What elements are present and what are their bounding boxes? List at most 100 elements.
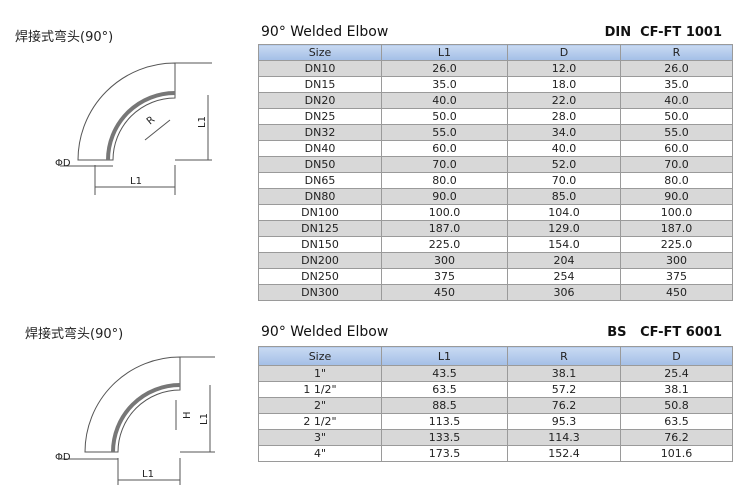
table-cell: 43.5	[381, 365, 508, 382]
table-cell: 70.0	[620, 156, 733, 173]
table-cell: 204	[507, 252, 621, 269]
table-cell: DN15	[258, 76, 382, 93]
table-cell: 22.0	[507, 92, 621, 109]
table-cell: 1 1/2"	[258, 381, 382, 398]
table-cell: 88.5	[381, 397, 508, 414]
table-row: DN15 35.0 18.0 35.0	[258, 76, 733, 93]
table-cell: 80.0	[381, 172, 508, 189]
table-cell: 90.0	[620, 188, 733, 205]
radius-label: R	[145, 114, 157, 127]
table-cell: 57.2	[507, 381, 621, 398]
table-cell: L1	[381, 346, 508, 366]
standard: BS CF-FT 6001	[607, 325, 722, 340]
table-cell: 100.0	[620, 204, 733, 221]
height-label: H	[182, 411, 193, 419]
table-row: DN80 90.0 85.0 90.0	[258, 188, 733, 205]
table-cell: DN32	[258, 124, 382, 141]
table-cell: DN50	[258, 156, 382, 173]
table-cell: 101.6	[620, 445, 733, 462]
table-cell: 50.8	[620, 397, 733, 414]
table-cell: R	[507, 346, 621, 366]
table-cell: 1"	[258, 365, 382, 382]
table-row: 4" 173.5 152.4 101.6	[258, 445, 733, 462]
table-cell: 18.0	[507, 76, 621, 93]
table-cell: 55.0	[381, 124, 508, 141]
elbow-bottom	[60, 356, 215, 485]
table-row: DN150 225.0 154.0 225.0	[258, 236, 733, 253]
table-row: DN300 450 306 450	[258, 284, 733, 301]
table-cell: 375	[620, 268, 733, 285]
table-cell: DN65	[258, 172, 382, 189]
table-row: DN40 60.0 40.0 60.0	[258, 140, 733, 157]
table-cell: DN200	[258, 252, 382, 269]
table-cell: 60.0	[381, 140, 508, 157]
table-cell: 300	[381, 252, 508, 269]
table-cell: 63.5	[381, 381, 508, 398]
heading: 焊接式弯头(90°)	[15, 30, 114, 45]
table-cell: D	[620, 346, 733, 366]
table-cell: DN100	[258, 204, 382, 221]
table-cell: 40.0	[381, 92, 508, 109]
table-cell: 38.1	[620, 381, 733, 398]
table-cell: 187.0	[381, 220, 508, 237]
table-row: DN125 187.0 129.0 187.0	[258, 220, 733, 237]
table-cell: 90.0	[381, 188, 508, 205]
table-row: DN20 40.0 22.0 40.0	[258, 92, 733, 109]
table-row: DN65 80.0 70.0 80.0	[258, 172, 733, 189]
heading: 焊接式弯头(90°)	[25, 327, 124, 342]
table-cell: 50.0	[620, 108, 733, 125]
table-row: DN100 100.0 104.0 100.0	[258, 204, 733, 221]
table-cell: 95.3	[507, 413, 621, 430]
table-cell: 34.0	[507, 124, 621, 141]
table-cell: 133.5	[381, 429, 508, 446]
table-cell: 254	[507, 268, 621, 285]
table-cell: 187.0	[620, 220, 733, 237]
table-row: 2" 88.5 76.2 50.8	[258, 397, 733, 414]
table-row: Size L1 R D	[258, 346, 733, 366]
table-row: DN25 50.0 28.0 50.0	[258, 108, 733, 125]
table-row: DN50 70.0 52.0 70.0	[258, 156, 733, 173]
table-cell: DN80	[258, 188, 382, 205]
table-cell: 450	[620, 284, 733, 301]
table-cell: 154.0	[507, 236, 621, 253]
length-label: L1	[130, 176, 142, 187]
table-row: 3" 133.5 114.3 76.2	[258, 429, 733, 446]
diameter-label: ΦD	[55, 452, 71, 463]
table-cell: 104.0	[507, 204, 621, 221]
table-row: 2 1/2" 113.5 95.3 63.5	[258, 413, 733, 430]
table-cell: 50.0	[381, 108, 508, 125]
table-cell: 63.5	[620, 413, 733, 430]
table-cell: 25.4	[620, 365, 733, 382]
length-label: L1	[199, 413, 210, 425]
table-cell: DN40	[258, 140, 382, 157]
table-cell: 35.0	[381, 76, 508, 93]
table-cell: 129.0	[507, 220, 621, 237]
table-row: DN250 375 254 375	[258, 268, 733, 285]
table-row: DN10 26.0 12.0 26.0	[258, 60, 733, 77]
table-cell: DN125	[258, 220, 382, 237]
table-cell: 2 1/2"	[258, 413, 382, 430]
table-cell: 70.0	[507, 172, 621, 189]
table-cell: 55.0	[620, 124, 733, 141]
table-cell: 450	[381, 284, 508, 301]
table-cell: DN10	[258, 60, 382, 77]
table-cell: 26.0	[620, 60, 733, 77]
table-title: 90° Welded Elbow	[261, 324, 389, 340]
table-cell: 4"	[258, 445, 382, 462]
table-cell: 40.0	[507, 140, 621, 157]
table-cell: 300	[620, 252, 733, 269]
table-cell: DN20	[258, 92, 382, 109]
table-cell: 40.0	[620, 92, 733, 109]
table-row: Size L1 D R	[258, 44, 733, 61]
table-cell: 52.0	[507, 156, 621, 173]
elbow-top	[60, 62, 212, 195]
spec-table: Size L1 D R DN10 26.0 12.0 26.0 DN15 35.0 18.0 35.0…	[258, 44, 733, 301]
table-cell: 85.0	[507, 188, 621, 205]
table-cell: 225.0	[620, 236, 733, 253]
table-cell: DN300	[258, 284, 382, 301]
table-cell: 26.0	[381, 60, 508, 77]
table-cell: 80.0	[620, 172, 733, 189]
table-cell: Size	[258, 346, 382, 366]
table-title: 90° Welded Elbow	[261, 24, 389, 40]
